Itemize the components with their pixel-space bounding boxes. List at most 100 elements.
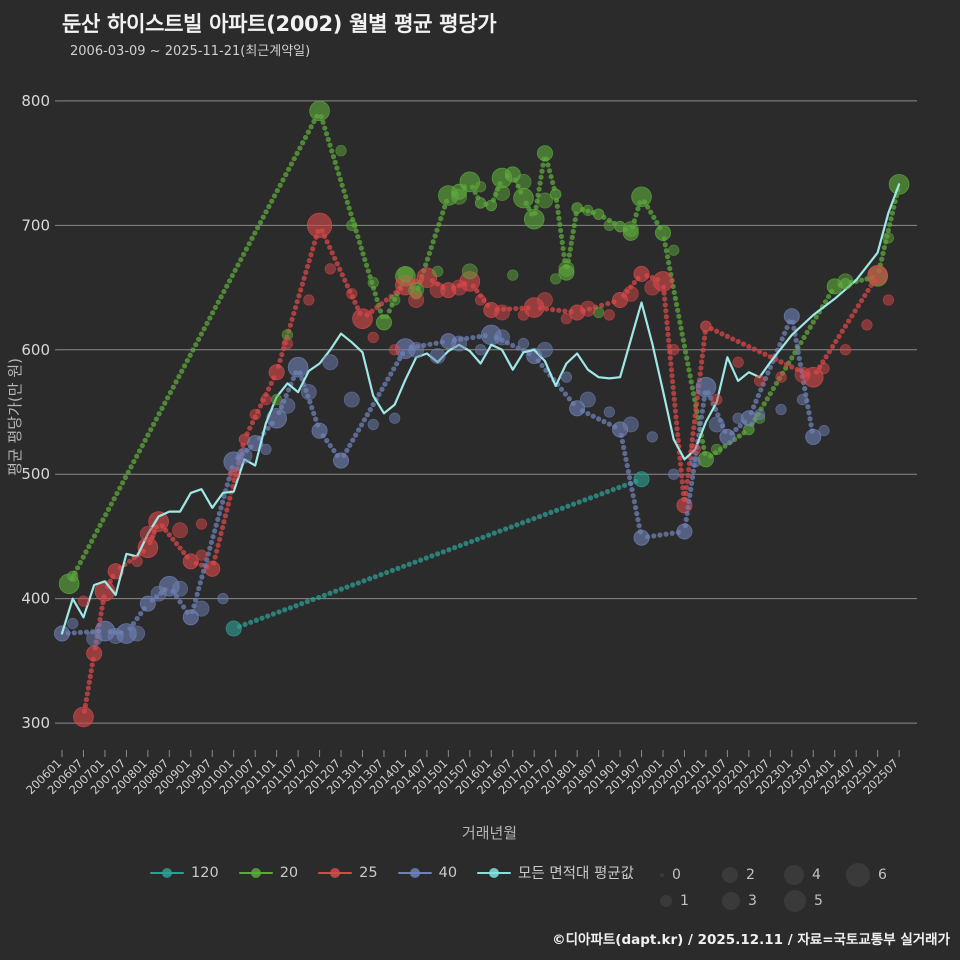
page-subtitle: 2006-03-09 ~ 2025-11-21(최근계약일) (70, 44, 311, 59)
connector-dot (510, 342, 516, 349)
connector-dot (224, 507, 230, 513)
connector-dot (358, 245, 364, 251)
connector-dot (235, 262, 241, 268)
data-point (129, 625, 146, 642)
connector-dot (634, 511, 640, 517)
connector-dot (117, 485, 123, 491)
connector-dot (355, 234, 361, 240)
connector-dot (159, 405, 165, 412)
data-point (507, 269, 519, 281)
connector-dot (839, 328, 845, 334)
connector-dot (207, 545, 213, 551)
connector-dot (697, 426, 703, 432)
connector-dot (666, 260, 672, 266)
connector-dot (680, 337, 686, 343)
connector-dot (587, 495, 594, 501)
legend-item-label: 40 (438, 864, 458, 881)
data-point (311, 422, 328, 439)
data-point (343, 391, 360, 408)
connector-dot (630, 493, 636, 499)
data-point (732, 412, 744, 424)
connector-dot (192, 597, 199, 603)
size-legend-dot (722, 892, 740, 910)
connector-dot (571, 222, 577, 229)
connector-dot (795, 349, 801, 356)
connector-dot (219, 525, 226, 531)
chart-canvas: 300 400 500 600 700 800 평균 평당가(만 원) 20060120060… (6, 92, 917, 842)
connector-dot (361, 417, 368, 423)
connector-dot (689, 437, 695, 443)
connector-dot (130, 620, 137, 627)
data-point (172, 522, 189, 539)
connector-dot (265, 425, 271, 431)
connector-dot (367, 407, 373, 413)
data-point (711, 443, 723, 456)
connector-dot (324, 438, 330, 444)
connector-dot (86, 679, 92, 685)
size-legend-item-3: 3 (722, 892, 784, 910)
connector-dot (210, 310, 216, 316)
connector-dot (372, 291, 378, 297)
data-point (517, 337, 530, 350)
connector-dot (606, 421, 612, 427)
connector-dot (77, 629, 83, 636)
legend-item-5[interactable]: 모든 면적대 평균값 (477, 862, 634, 883)
connector-dot (260, 214, 266, 220)
connector-dot (350, 437, 356, 443)
data-point (429, 282, 446, 299)
connector-dot (888, 216, 894, 222)
connector-dot (692, 413, 698, 419)
legend-item-1[interactable]: 120 (150, 865, 219, 881)
connector-dot (286, 166, 292, 172)
connector-dot (200, 568, 207, 574)
connector-dot (401, 563, 407, 569)
connector-dot (470, 334, 476, 341)
connector-dot (196, 585, 202, 592)
connector-dot (357, 239, 363, 245)
data-point (389, 344, 401, 356)
connector-dot (120, 480, 126, 486)
connector-dot (825, 293, 832, 300)
connector-dot (693, 407, 699, 413)
connector-dot (88, 668, 94, 674)
connector-dot (807, 416, 813, 422)
connector-dot (797, 361, 803, 368)
connector-dot (383, 297, 389, 303)
legend-item-2[interactable]: 20 (238, 865, 298, 881)
data-point (550, 273, 562, 285)
connector-dot (298, 287, 304, 293)
size-legend-dot (660, 895, 672, 907)
data-point (346, 219, 358, 232)
data-point (451, 279, 468, 296)
connector-dot (308, 252, 314, 258)
size-legend-label: 6 (878, 867, 887, 883)
connector-dot (83, 629, 90, 635)
legend-item-4[interactable]: 40 (397, 864, 458, 881)
connector-dot (324, 239, 330, 245)
connector-dot (71, 630, 77, 636)
connector-dot (385, 376, 391, 382)
connector-dot (833, 338, 839, 345)
connector-dot (823, 354, 829, 360)
connector-dot (697, 420, 704, 426)
connector-dot (136, 448, 143, 454)
size-legend-dot (846, 863, 870, 887)
connector-dot (559, 505, 565, 511)
connector-dot (663, 308, 669, 314)
data-point (711, 393, 723, 406)
connector-dot (227, 495, 233, 501)
connector-dot (777, 341, 783, 348)
connector-dot (663, 248, 669, 254)
connector-dot (222, 513, 229, 519)
connector-dot (355, 427, 362, 433)
connector-dot (334, 165, 340, 171)
connector-dot (179, 368, 185, 374)
connector-dot (285, 387, 292, 393)
size-legend-label: 5 (814, 893, 823, 909)
data-point (882, 232, 895, 244)
connector-dot (218, 505, 224, 511)
legend-item-3[interactable]: 25 (318, 865, 378, 881)
connector-dot (221, 493, 227, 499)
connector-dot (89, 538, 95, 544)
connector-dot (197, 580, 203, 586)
